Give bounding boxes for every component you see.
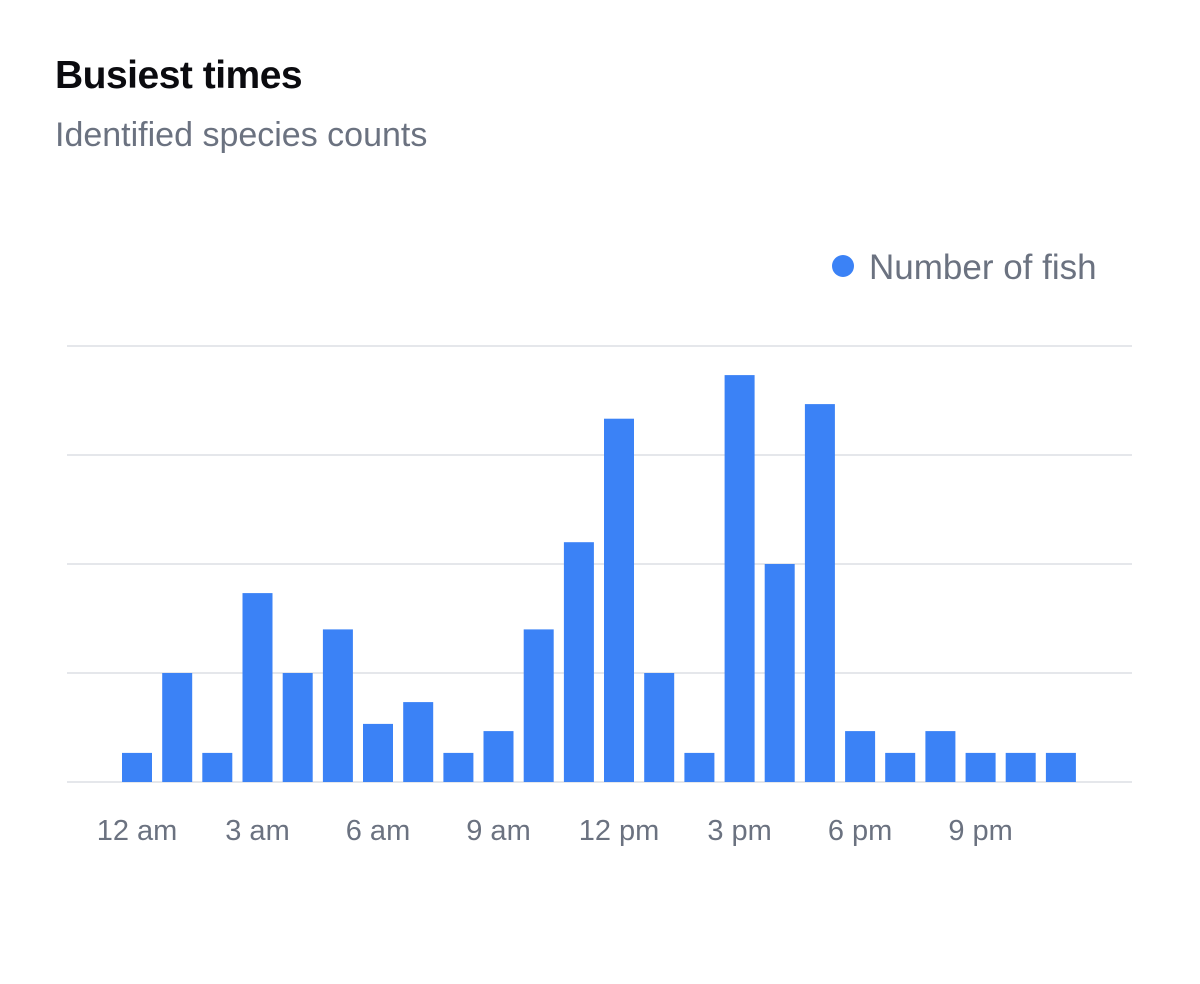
x-tick-label: 6 am	[346, 815, 410, 847]
bar-12-am[interactable]	[122, 752, 152, 782]
bar-1-am[interactable]	[162, 673, 193, 782]
bar-8-pm[interactable]	[925, 731, 956, 782]
x-tick-label: 9 pm	[948, 815, 1012, 847]
x-tick-label: 6 pm	[828, 815, 892, 847]
bar-3-am[interactable]	[242, 593, 273, 782]
x-tick-label: 12 pm	[579, 815, 660, 847]
legend-swatch	[832, 255, 854, 277]
bar-2-pm[interactable]	[684, 752, 715, 782]
bar-5-am[interactable]	[322, 629, 353, 782]
bar-4-pm[interactable]	[764, 564, 795, 782]
chart-subtitle: Identified species counts	[55, 116, 428, 154]
bar-7-am[interactable]	[403, 702, 434, 782]
bar-7-pm[interactable]	[885, 752, 916, 782]
x-axis-ticks: 12 am 3 am 6 am 9 am 12 pm 3 pm 6 pm 9 pm	[97, 815, 1013, 847]
bar-4-am[interactable]	[282, 673, 313, 782]
bar-12-pm[interactable]	[604, 418, 634, 782]
bar-1-pm[interactable]	[644, 673, 675, 782]
bar-5-pm[interactable]	[804, 404, 835, 782]
bar-10-pm[interactable]	[1005, 752, 1036, 782]
grid-lines	[67, 345, 1132, 783]
bar-11-pm[interactable]	[1045, 752, 1076, 782]
bar-2-am[interactable]	[202, 752, 233, 782]
x-tick-label: 12 am	[97, 815, 178, 847]
bar-11-am[interactable]	[563, 542, 594, 782]
chart-title: Busiest times	[55, 54, 303, 97]
x-tick-label: 3 am	[225, 815, 289, 847]
legend: Number of fish	[832, 248, 1097, 287]
legend-label: Number of fish	[869, 248, 1097, 287]
bar-10-am[interactable]	[523, 629, 554, 782]
x-tick-label: 9 am	[466, 815, 530, 847]
bar-6-am[interactable]	[363, 723, 393, 782]
bar-8-am[interactable]	[443, 752, 474, 782]
bars	[122, 375, 1076, 782]
bar-9-pm[interactable]	[965, 752, 996, 782]
bar-3-pm[interactable]	[724, 375, 755, 782]
bar-6-pm[interactable]	[845, 731, 876, 782]
bar-9-am[interactable]	[483, 731, 514, 782]
x-tick-label: 3 pm	[707, 815, 771, 847]
